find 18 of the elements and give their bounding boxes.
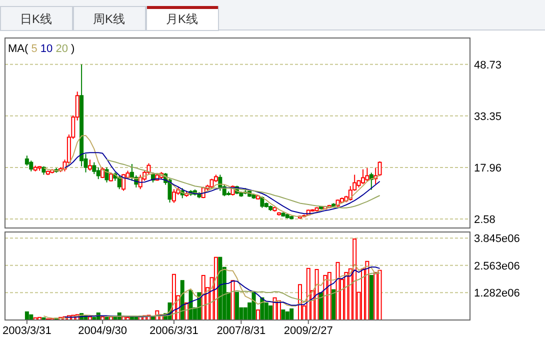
x-tick-label: 2009/2/27 [284,325,333,337]
y-tick-label: 2.563e06 [474,260,520,272]
x-tick-label: 2003/3/31 [2,325,52,337]
y-tick-label: 2.58 [474,214,496,226]
annotation: ) [71,43,75,55]
legend-title: MA( [8,43,32,55]
y-tick-label: 48.73 [474,59,502,72]
tabs: 日K线 周K线 月K线 [0,0,545,31]
x-tick-label: 2006/3/31 [149,325,198,337]
text: 20 [56,43,72,55]
y-tick-label: 33.35 [474,110,502,123]
y-tick-label: 3.845e06 [474,233,520,246]
x-tick-label: 2004/9/30 [78,325,128,337]
text: 10 [40,43,56,55]
y-tick-label: 17.96 [474,162,502,174]
text: 5 [31,43,40,55]
x-tick-label: 2007/8/31 [216,325,266,337]
y-tick-label: 1.282e06 [474,288,520,300]
